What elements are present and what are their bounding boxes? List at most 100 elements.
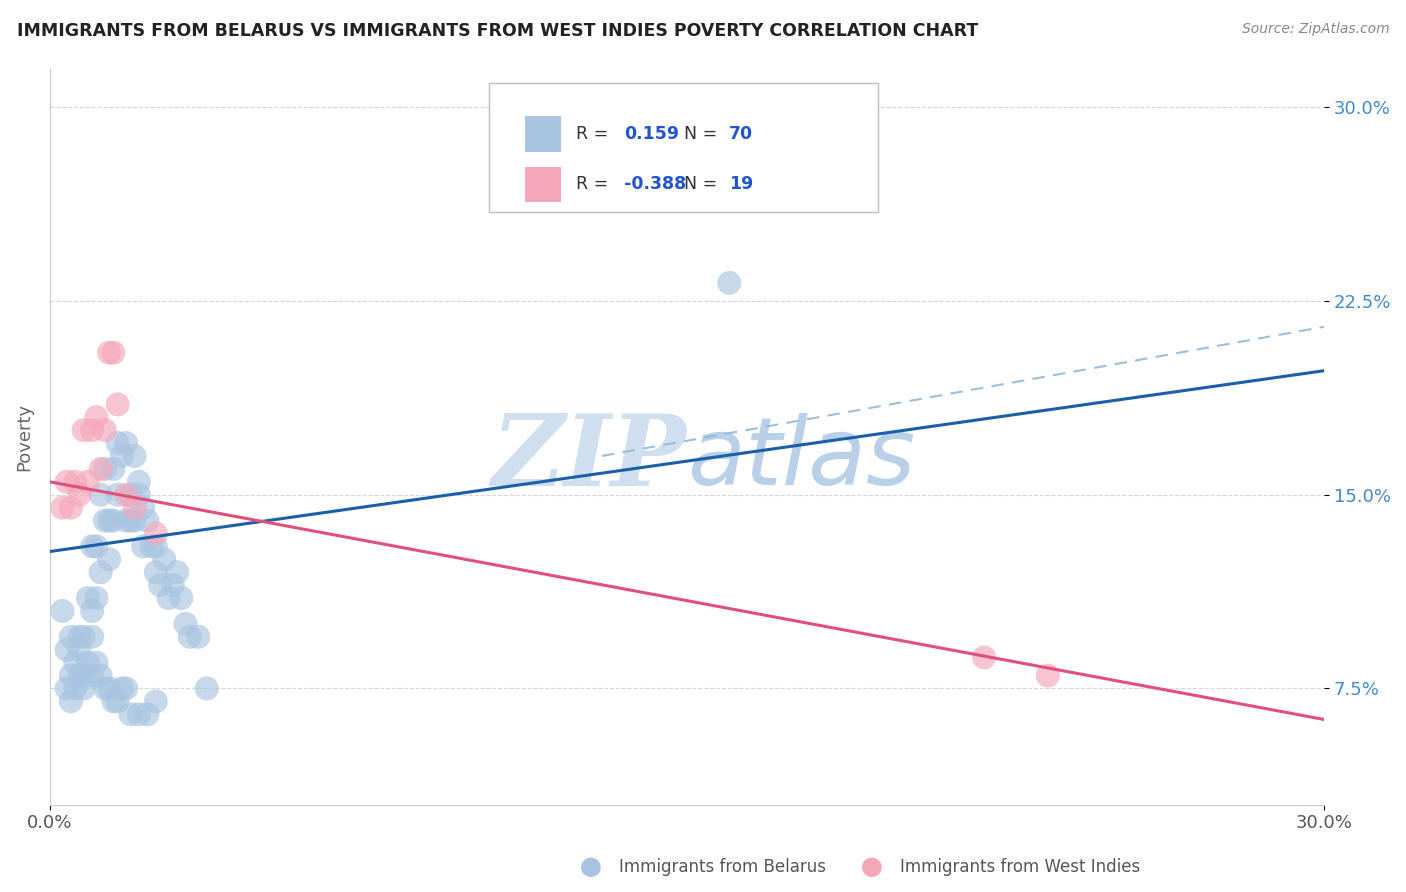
Text: N =: N = [685, 125, 723, 143]
Text: Immigrants from Belarus: Immigrants from Belarus [619, 858, 825, 876]
Point [67, 488, 90, 502]
Point [94, 514, 117, 528]
Point [136, 707, 159, 722]
Text: R =: R = [576, 175, 613, 194]
Text: Immigrants from West Indies: Immigrants from West Indies [900, 858, 1140, 876]
Point [145, 540, 167, 554]
Point [162, 578, 184, 592]
Point [77, 475, 100, 489]
Point [51, 500, 73, 515]
Point [86, 540, 108, 554]
Text: ⬤: ⬤ [860, 857, 883, 877]
Point [98, 552, 121, 566]
Text: N =: N = [685, 175, 723, 194]
Point [67, 642, 90, 657]
Point [107, 694, 129, 708]
Point [90, 668, 112, 682]
Point [103, 694, 125, 708]
Point [103, 462, 125, 476]
Point [59, 668, 82, 682]
Point [128, 707, 150, 722]
Text: Source: ZipAtlas.com: Source: ZipAtlas.com [1241, 22, 1389, 37]
Point [136, 514, 159, 528]
Y-axis label: Poverty: Poverty [15, 402, 32, 471]
Point [153, 552, 176, 566]
Point [107, 436, 129, 450]
Point [141, 540, 163, 554]
Point [59, 694, 82, 708]
Point [86, 656, 108, 670]
Point [90, 488, 112, 502]
Point [67, 630, 90, 644]
Point [94, 462, 117, 476]
Text: ZIP: ZIP [492, 410, 686, 507]
FancyBboxPatch shape [524, 167, 561, 202]
Text: 19: 19 [728, 175, 754, 194]
Point [63, 656, 86, 670]
Point [94, 681, 117, 696]
Point [132, 500, 155, 515]
Point [111, 449, 134, 463]
Point [72, 668, 94, 682]
Point [94, 423, 117, 437]
Text: 0.159: 0.159 [624, 125, 679, 143]
Point [51, 604, 73, 618]
FancyBboxPatch shape [524, 116, 561, 152]
Point [124, 500, 146, 515]
Text: ⬤: ⬤ [579, 857, 602, 877]
Point [90, 565, 112, 579]
Point [103, 345, 125, 359]
Point [120, 514, 142, 528]
Point [63, 681, 86, 696]
Point [72, 681, 94, 696]
Point [55, 475, 77, 489]
Point [145, 565, 167, 579]
Point [115, 514, 138, 528]
Point [103, 514, 125, 528]
Point [82, 604, 104, 618]
Point [120, 707, 142, 722]
Point [132, 540, 155, 554]
Point [98, 514, 121, 528]
Point [82, 630, 104, 644]
Point [128, 475, 150, 489]
FancyBboxPatch shape [489, 83, 877, 212]
Point [82, 668, 104, 682]
Text: 70: 70 [728, 125, 754, 143]
Point [145, 694, 167, 708]
Point [124, 449, 146, 463]
Point [174, 616, 197, 631]
Point [145, 526, 167, 541]
Point [72, 630, 94, 644]
Point [59, 630, 82, 644]
Text: -0.388: -0.388 [624, 175, 686, 194]
Point [55, 681, 77, 696]
Point [718, 276, 741, 290]
Point [115, 488, 138, 502]
Point [82, 423, 104, 437]
Point [128, 488, 150, 502]
Point [157, 591, 180, 605]
Point [107, 397, 129, 411]
Point [77, 591, 100, 605]
Point [55, 642, 77, 657]
Point [149, 578, 172, 592]
Point [187, 630, 209, 644]
Text: IMMIGRANTS FROM BELARUS VS IMMIGRANTS FROM WEST INDIES POVERTY CORRELATION CHART: IMMIGRANTS FROM BELARUS VS IMMIGRANTS FR… [17, 22, 979, 40]
Point [124, 514, 146, 528]
Text: R =: R = [576, 125, 613, 143]
Point [170, 591, 193, 605]
Point [86, 591, 108, 605]
Point [115, 681, 138, 696]
Point [973, 650, 995, 665]
Point [111, 681, 134, 696]
Point [98, 345, 121, 359]
Point [63, 475, 86, 489]
Point [77, 656, 100, 670]
Point [1036, 668, 1059, 682]
Point [195, 681, 218, 696]
Point [86, 410, 108, 425]
Point [115, 436, 138, 450]
Text: atlas: atlas [686, 413, 915, 504]
Point [82, 540, 104, 554]
